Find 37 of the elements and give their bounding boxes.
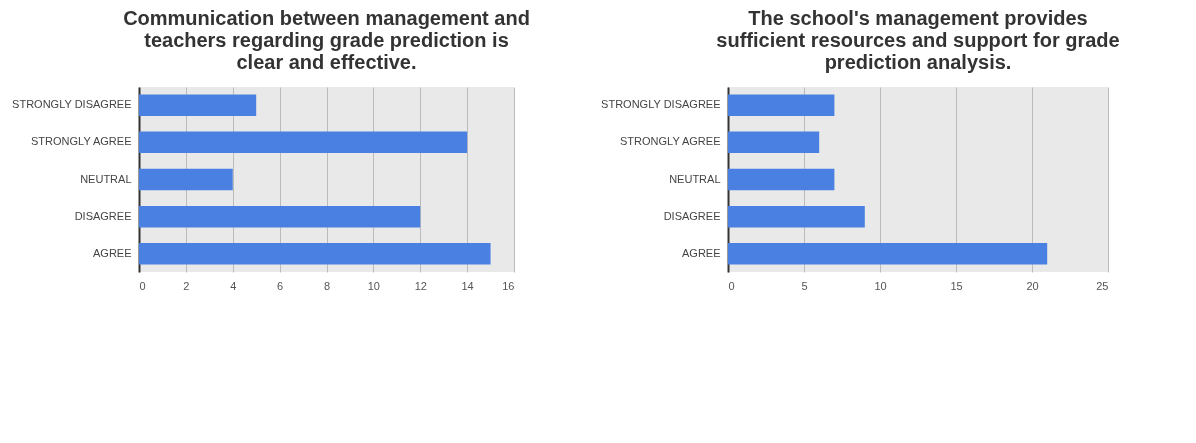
x-tick-label: 0 [728, 279, 735, 292]
x-tick-label: 10 [367, 279, 380, 292]
y-tick-label: DISAGREE [663, 209, 721, 222]
bar [139, 94, 257, 116]
x-tick-label: 10 [874, 279, 887, 292]
bar [728, 94, 835, 116]
x-tick-label: 5 [801, 279, 808, 292]
x-tick-label: 4 [230, 279, 237, 292]
x-tick-label: 12 [414, 279, 427, 292]
y-tick-label: NEUTRAL [80, 172, 132, 185]
y-tick-label: AGREE [681, 246, 721, 259]
y-tick-label: STRONGLY DISAGREE [12, 98, 132, 111]
y-tick-label: AGREE [92, 246, 132, 259]
bar [728, 243, 1048, 265]
x-tick-label: 14 [461, 279, 474, 292]
bar [728, 131, 820, 154]
bar [728, 205, 865, 228]
bar [728, 168, 835, 191]
x-tick-label: 16 [502, 279, 515, 292]
x-tick-label: 0 [139, 279, 146, 292]
x-tick-label: 8 [323, 279, 331, 292]
chart-title: Communication between management and teachers regarding grade prediction is clear and effective. [123, 7, 530, 73]
bar [139, 243, 491, 265]
x-tick-label: 20 [1026, 279, 1039, 292]
x-tick-label: 15 [950, 279, 963, 292]
y-tick-label: DISAGREE [74, 209, 132, 222]
bar [139, 168, 233, 191]
y-tick-label: NEUTRAL [669, 172, 721, 185]
x-tick-label: 25 [1096, 279, 1109, 292]
y-tick-label: STRONGLY DISAGREE [601, 98, 721, 111]
y-tick-label: STRONGLY AGREE [31, 135, 132, 148]
bar [139, 205, 421, 228]
x-tick-label: 2 [183, 279, 190, 292]
bar [139, 131, 468, 154]
chart-title: The school's management provides sufficient resources and support for grade prediction analysis. [716, 7, 1120, 73]
x-tick-label: 6 [277, 279, 284, 292]
y-tick-label: STRONGLY AGREE [620, 135, 721, 148]
